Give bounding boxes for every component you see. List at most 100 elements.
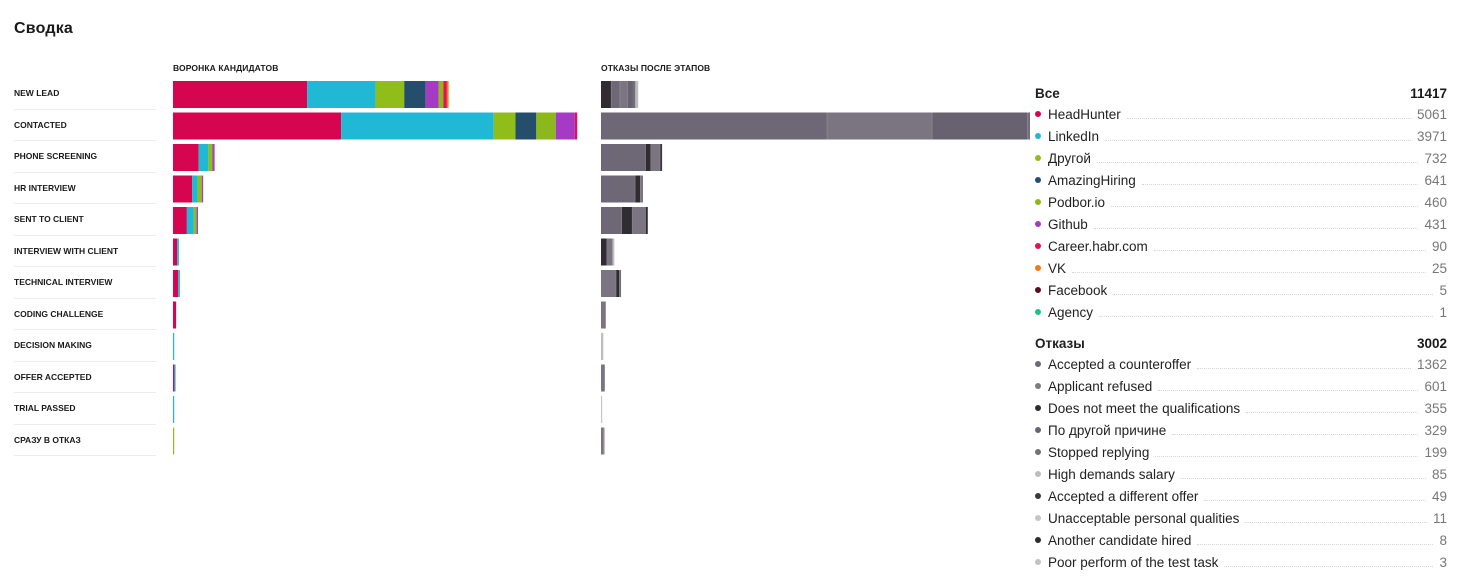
bar-segment[interactable] xyxy=(174,364,176,392)
bar-segment[interactable] xyxy=(446,81,449,108)
bar-segment[interactable] xyxy=(601,396,603,423)
bar-segment[interactable] xyxy=(375,81,405,108)
stage-label: DECISION MAKING xyxy=(14,330,156,362)
bar-segment[interactable] xyxy=(601,301,606,329)
bar-segment-divider xyxy=(627,81,628,108)
bar-segment[interactable] xyxy=(173,270,179,297)
bar-segment[interactable] xyxy=(645,207,648,234)
legend-dot-icon xyxy=(1035,471,1041,477)
bar-segment[interactable] xyxy=(932,112,1028,140)
bar-segment[interactable] xyxy=(493,112,516,140)
bar-segment[interactable] xyxy=(173,427,175,455)
bar-segment[interactable] xyxy=(650,144,661,171)
legend-dot-icon xyxy=(1035,427,1041,433)
legend-label: LinkedIn xyxy=(1048,128,1100,144)
legend-label: Does not meet the qualifications xyxy=(1048,400,1241,416)
bar-segment[interactable] xyxy=(601,144,646,171)
bar-segment-divider xyxy=(645,144,646,171)
legend-value: 5061 xyxy=(1416,106,1447,122)
bar-segment[interactable] xyxy=(173,81,308,108)
bar-segment[interactable] xyxy=(536,112,556,140)
bar-segment[interactable] xyxy=(635,175,641,203)
bar-segment[interactable] xyxy=(627,81,633,108)
source-legend-item: Другой 732 xyxy=(1035,147,1447,169)
bar-segment[interactable] xyxy=(1027,112,1030,140)
bar-segment[interactable] xyxy=(601,207,622,234)
bar-segment[interactable] xyxy=(438,81,444,108)
bar-segment[interactable] xyxy=(208,144,213,171)
bar-segment[interactable] xyxy=(425,81,439,108)
bar-segment[interactable] xyxy=(640,175,643,203)
bar-segment[interactable] xyxy=(574,112,578,140)
bar-segment[interactable] xyxy=(601,238,607,266)
sources-legend: Все 11417 HeadHunter 5061 LinkedIn 3971 Друг… xyxy=(1035,83,1447,323)
bar-segment[interactable] xyxy=(178,270,180,297)
legend-label: VK xyxy=(1048,260,1067,276)
bar-segment[interactable] xyxy=(198,144,209,171)
bar-segment[interactable] xyxy=(186,207,194,234)
legend-dot-icon xyxy=(1035,221,1041,227)
bar-segment-divider xyxy=(1027,112,1028,140)
bar-segment[interactable] xyxy=(601,112,828,140)
bar-segment[interactable] xyxy=(173,175,193,203)
bar-segment-divider xyxy=(659,144,661,171)
bar-segment[interactable] xyxy=(173,144,199,171)
bar-segment[interactable] xyxy=(635,81,639,108)
bar-segment[interactable] xyxy=(212,144,215,171)
bar-segment[interactable] xyxy=(173,238,178,266)
bar-segment[interactable] xyxy=(173,112,342,140)
bar-segment[interactable] xyxy=(201,175,204,203)
rejection-legend-item: По другой причине 329 xyxy=(1035,419,1447,441)
bar-segment[interactable] xyxy=(555,112,575,140)
bar-segment[interactable] xyxy=(616,270,620,297)
bar-segment[interactable] xyxy=(612,238,615,266)
bar-segment[interactable] xyxy=(173,396,175,423)
bar-segment[interactable] xyxy=(620,81,628,108)
bar-segment[interactable] xyxy=(611,81,621,108)
legend-label: Github xyxy=(1048,216,1088,232)
bar-segment[interactable] xyxy=(660,144,663,171)
bar-segment[interactable] xyxy=(404,81,426,108)
legend-value: 5 xyxy=(1439,282,1447,298)
legend-value: 1362 xyxy=(1416,356,1447,372)
sources-legend-title: Все xyxy=(1035,85,1060,101)
bar-segment[interactable] xyxy=(632,207,646,234)
bar-segment[interactable] xyxy=(601,175,636,203)
bar-segment[interactable] xyxy=(601,270,617,297)
bar-segment[interactable] xyxy=(632,81,636,108)
legend-value: 3 xyxy=(1439,554,1447,570)
bar-segment[interactable] xyxy=(601,364,605,392)
bar-segment[interactable] xyxy=(196,207,198,234)
bar-segment[interactable] xyxy=(173,207,187,234)
bar-segment[interactable] xyxy=(601,333,604,360)
bar-segment[interactable] xyxy=(173,364,175,392)
rejections-legend-title: Отказы xyxy=(1035,335,1085,351)
legend-value: 11 xyxy=(1432,510,1447,526)
bar-segment[interactable] xyxy=(173,333,175,360)
source-legend-item: LinkedIn 3971 xyxy=(1035,125,1447,147)
bar-segment[interactable] xyxy=(173,301,177,329)
bar-segment[interactable] xyxy=(603,427,606,455)
bar-segment[interactable] xyxy=(192,175,198,203)
rejections-legend-total: 3002 xyxy=(1416,335,1447,351)
bar-segment[interactable] xyxy=(622,207,633,234)
legend-dot-icon xyxy=(1035,559,1041,565)
legend-value: 25 xyxy=(1431,260,1447,276)
bar-segment[interactable] xyxy=(307,81,376,108)
bar-segment[interactable] xyxy=(619,270,622,297)
bar-segment[interactable] xyxy=(827,112,933,140)
bar-segment[interactable] xyxy=(197,175,202,203)
legend-dot-icon xyxy=(1035,199,1041,205)
bar-segment[interactable] xyxy=(515,112,537,140)
bar-segment[interactable] xyxy=(443,81,447,108)
bar-segment[interactable] xyxy=(601,81,612,108)
rejection-legend-item: Stopped replying 199 xyxy=(1035,441,1447,463)
bar-segment[interactable] xyxy=(193,207,197,234)
bar-segment[interactable] xyxy=(606,238,613,266)
bar-segment[interactable] xyxy=(601,427,604,455)
bar-segment[interactable] xyxy=(177,238,179,266)
bar-segment[interactable] xyxy=(341,112,494,140)
legend-label: AmazingHiring xyxy=(1048,172,1136,188)
legend-dot-icon xyxy=(1035,287,1041,293)
bar-segment[interactable] xyxy=(645,144,651,171)
